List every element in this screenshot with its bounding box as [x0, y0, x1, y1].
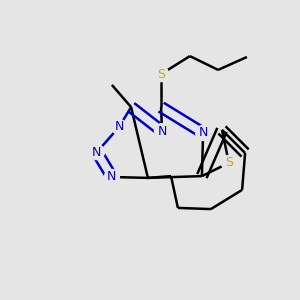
Circle shape [154, 67, 169, 82]
Text: N: N [107, 170, 117, 184]
Text: N: N [198, 126, 208, 140]
Circle shape [112, 119, 127, 134]
Circle shape [196, 125, 211, 140]
Circle shape [104, 169, 119, 184]
Circle shape [221, 155, 236, 170]
Text: N: N [157, 124, 167, 138]
Circle shape [89, 145, 104, 160]
Circle shape [154, 124, 169, 139]
Text: N: N [92, 146, 102, 159]
Text: N: N [114, 120, 124, 134]
Text: S: S [225, 156, 233, 170]
Text: S: S [157, 68, 165, 81]
